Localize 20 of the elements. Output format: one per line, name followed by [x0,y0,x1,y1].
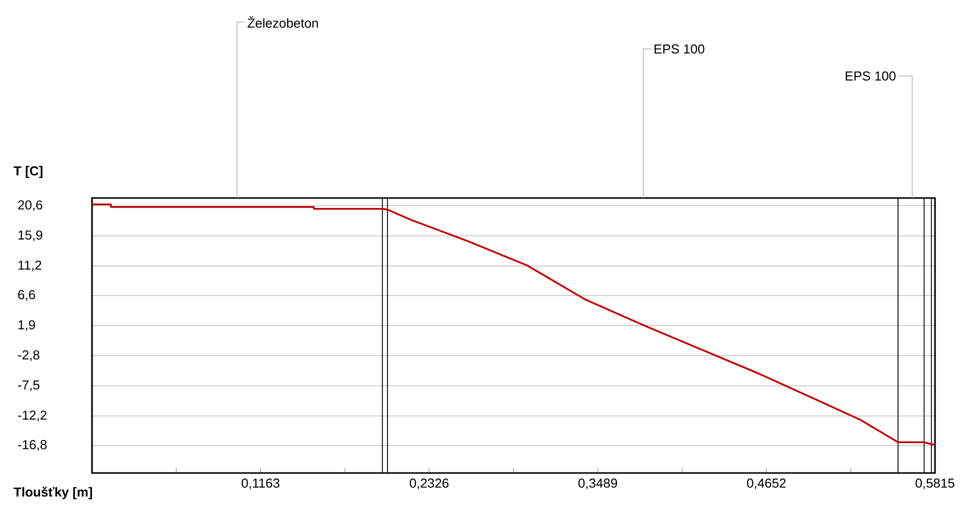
x-tick-label: 0,4652 [747,478,786,490]
text: EPS 100 [654,44,704,54]
x-tick-label: 0,1163 [242,478,280,490]
y-tick-label: -2,8 [18,350,40,362]
x-tick-label: 0,3489 [578,478,618,490]
y-tick-label: -16,8 [18,440,47,451]
y-axis-title: T [C] [14,166,42,178]
text: Železobeton [248,16,318,28]
y-tick-label: -12,2 [18,410,47,422]
y-tick-label: 11,2 [18,260,42,272]
y-tick-label: 15,9 [18,230,42,242]
x-tick-label: 0,5815 [916,478,954,490]
y-tick-label: -7,5 [18,380,40,392]
text: EPS 100 [846,71,896,81]
line-series [91,204,936,446]
y-tick-label: 6,6 [18,290,36,301]
x-axis-title: Tloušťky [m] [14,486,92,500]
x-tick-label: 0,2326 [410,478,449,490]
y-tick-label: 1,9 [18,320,35,331]
y-tick-label: 20,6 [18,200,42,212]
